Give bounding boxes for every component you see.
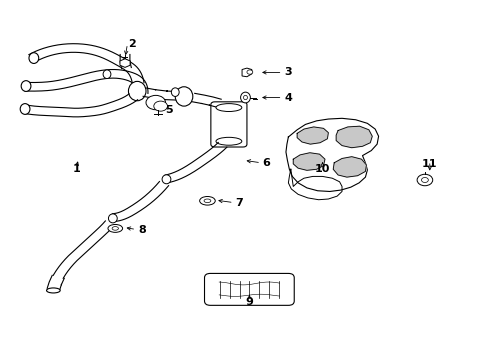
Ellipse shape [216, 137, 242, 145]
Polygon shape [297, 127, 328, 144]
Text: 9: 9 [245, 297, 253, 307]
Polygon shape [242, 68, 251, 77]
FancyBboxPatch shape [204, 273, 294, 305]
Text: 1: 1 [72, 164, 80, 174]
Polygon shape [285, 118, 378, 192]
Polygon shape [332, 157, 366, 177]
Circle shape [146, 95, 165, 110]
Ellipse shape [103, 70, 111, 78]
Polygon shape [335, 126, 371, 148]
Ellipse shape [243, 95, 247, 100]
Ellipse shape [21, 81, 31, 91]
FancyBboxPatch shape [210, 102, 246, 147]
Circle shape [246, 70, 252, 74]
Ellipse shape [175, 87, 192, 106]
Text: 3: 3 [284, 67, 292, 77]
Ellipse shape [108, 214, 117, 223]
Text: 10: 10 [314, 164, 329, 174]
Circle shape [416, 174, 432, 186]
Ellipse shape [162, 175, 170, 184]
Ellipse shape [240, 92, 250, 103]
Ellipse shape [203, 199, 210, 203]
Ellipse shape [20, 104, 30, 114]
Circle shape [154, 101, 167, 111]
Polygon shape [288, 169, 341, 200]
Ellipse shape [171, 88, 179, 96]
Ellipse shape [112, 226, 118, 230]
Text: 5: 5 [165, 105, 172, 115]
Ellipse shape [128, 81, 146, 101]
Circle shape [421, 177, 427, 183]
Ellipse shape [199, 197, 215, 205]
Polygon shape [293, 153, 325, 170]
Text: 8: 8 [138, 225, 146, 235]
Ellipse shape [29, 53, 39, 63]
Text: 4: 4 [284, 93, 292, 103]
Ellipse shape [216, 104, 242, 112]
Text: 7: 7 [235, 198, 243, 208]
Ellipse shape [46, 288, 60, 293]
Text: 2: 2 [128, 39, 136, 49]
Text: 11: 11 [421, 159, 437, 169]
Text: 6: 6 [262, 158, 270, 168]
Ellipse shape [108, 225, 122, 232]
